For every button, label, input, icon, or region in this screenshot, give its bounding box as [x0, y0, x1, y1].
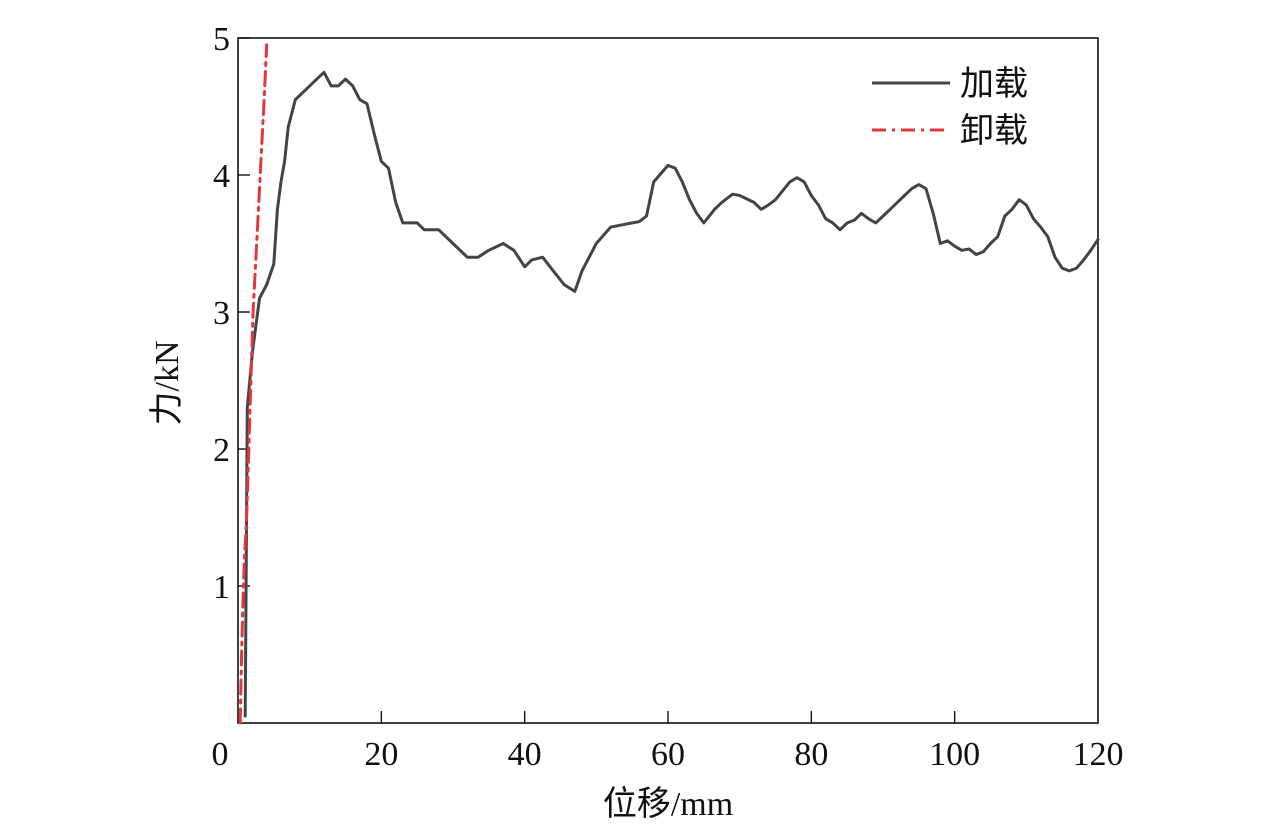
series-line-loading	[243, 70, 1100, 718]
y-tick-label: 5	[213, 21, 230, 58]
y-tick-label: 2	[213, 432, 230, 469]
y-axis-ticks: 1 2 3 4 5	[213, 21, 250, 606]
legend-label-loading: 加载	[960, 64, 1028, 104]
x-tick-label: 100	[929, 736, 980, 773]
x-tick-label: 40	[508, 736, 542, 773]
x-axis-origin-label: 0	[212, 736, 229, 773]
x-tick-label: 20	[364, 736, 398, 773]
y-tick-label: 4	[213, 158, 230, 195]
y-tick-label: 1	[213, 569, 230, 606]
series-line-unloading	[238, 43, 269, 725]
x-tick-label: 60	[651, 736, 685, 773]
x-tick-label: 120	[1073, 736, 1124, 773]
y-tick-label: 3	[213, 295, 230, 332]
x-axis-label: 位移/mm	[603, 785, 733, 823]
x-tick-label: 80	[794, 736, 828, 773]
legend: 加载 卸载	[872, 64, 1028, 151]
y-axis-label: 力/kN	[148, 341, 186, 426]
series-layer	[238, 43, 1100, 725]
legend-label-unloading: 卸载	[960, 111, 1028, 151]
x-axis-ticks: 20 40 60 80 100 120	[364, 711, 1124, 773]
